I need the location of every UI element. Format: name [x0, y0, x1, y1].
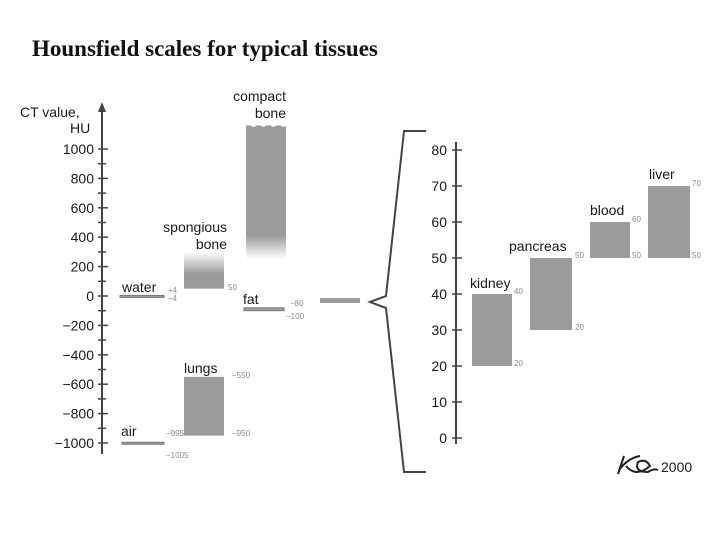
full-scale-tick-label: −400 — [62, 347, 94, 363]
bar-fat — [243, 307, 285, 312]
bar-lower-value: 50 — [632, 251, 641, 260]
bar-lower-value: −100 — [286, 312, 305, 321]
zoom-tick-label: 50 — [431, 250, 447, 266]
bar-upper-value: 50 — [575, 251, 584, 260]
zoom-tick-label: 30 — [431, 322, 447, 338]
tissue-label: water — [121, 279, 157, 295]
signature-year: 2000 — [661, 459, 692, 475]
zoom-tick-label: 20 — [431, 358, 447, 374]
bar-upper-value: +4 — [168, 286, 178, 295]
compact-bone-wavy-edge — [246, 119, 286, 127]
bar-liver — [648, 186, 690, 258]
zoom-tick-label: 60 — [431, 214, 447, 230]
tissue-label: spongious — [163, 219, 227, 235]
signature: 2000 — [617, 455, 692, 475]
bar-lower-value: −950 — [232, 429, 251, 438]
bar-upper-value: 60 — [632, 215, 641, 224]
y-axis-title-line2: HU — [70, 120, 90, 136]
full-scale-tick-label: 800 — [71, 170, 95, 186]
tissue-label: pancreas — [509, 238, 567, 254]
bar-compact-bone — [246, 125, 286, 260]
bar-pancreas — [530, 258, 572, 330]
zoom-tick-label: 80 — [431, 142, 447, 158]
full-scale-tick-label: −800 — [62, 406, 94, 422]
full-scale-tick-label: −200 — [62, 317, 94, 333]
tissue-label: compact — [233, 88, 286, 104]
full-scale-y-axis-arrow — [98, 102, 106, 112]
bar-lungs — [184, 376, 224, 436]
tissue-label: bone — [196, 236, 227, 252]
bar-lower-value: 20 — [514, 359, 523, 368]
zoom-bars: kidney 40 20 pancreas 50 20 blood 60 50 liver 70 50 — [470, 166, 701, 368]
tissue-label: bone — [255, 105, 286, 121]
zoom-tick-label: 70 — [431, 178, 447, 194]
bar-upper-value: −80 — [290, 299, 304, 308]
full-scale-tick-label: 600 — [71, 200, 95, 216]
bar-upper-value: 70 — [692, 179, 701, 188]
bar-upper-value: −550 — [232, 371, 251, 380]
full-scale-tick-label: 200 — [71, 259, 95, 275]
signature-mark — [617, 455, 659, 475]
y-axis-title-line1: CT value, — [20, 104, 80, 120]
full-scale-tick-label: 0 — [86, 288, 94, 304]
bar-lower-value: 50 — [228, 283, 237, 292]
page-title: Hounsfield scales for typical tissues — [32, 36, 378, 61]
zoom-tick-label: 40 — [431, 286, 447, 302]
tissue-label: liver — [649, 166, 675, 182]
full-scale-axis: 1000 800 600 400 200 0 −200 −400 −600 −800 −1000 — [55, 102, 108, 454]
zoom-tick-label: 10 — [431, 394, 447, 410]
tissue-label: fat — [243, 291, 259, 307]
full-scale-tick-label: −1000 — [55, 435, 95, 451]
zoom-bracket — [367, 130, 426, 473]
bar-water — [119, 294, 165, 298]
zoom-range-marker — [320, 298, 360, 303]
bar-upper-value: −995 — [166, 429, 185, 438]
tissue-label: lungs — [184, 360, 217, 376]
full-scale-tick-label: 400 — [71, 229, 95, 245]
bar-lower-value: −1005 — [166, 451, 189, 460]
bar-air — [121, 441, 165, 445]
full-scale-tick-label: −600 — [62, 376, 94, 392]
bar-kidney — [472, 294, 512, 366]
zoom-tick-label: 0 — [439, 430, 447, 446]
bar-spongious-bone — [184, 251, 224, 289]
zoom-axis: 80 70 60 50 40 30 20 10 0 — [431, 142, 462, 446]
tissue-label: air — [121, 423, 137, 439]
bar-lower-value: 50 — [692, 251, 701, 260]
bar-upper-value: 40 — [514, 287, 523, 296]
bar-blood — [590, 222, 630, 258]
full-scale-tick-label: 1000 — [63, 141, 94, 157]
tissue-label: kidney — [470, 275, 510, 291]
bar-lower-value: −4 — [168, 294, 178, 303]
tissue-label: blood — [590, 202, 624, 218]
bar-lower-value: 20 — [575, 323, 584, 332]
